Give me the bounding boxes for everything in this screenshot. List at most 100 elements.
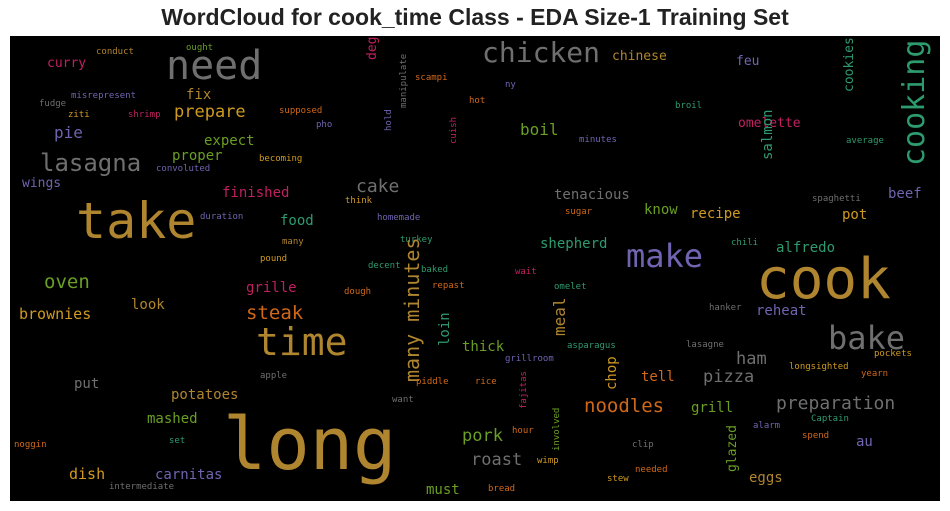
word-wimp: wimp bbox=[537, 456, 559, 466]
word-chicken: chicken bbox=[482, 36, 600, 69]
word-misrepresent: misrepresent bbox=[71, 91, 136, 101]
word-omelet: omelet bbox=[554, 282, 587, 292]
word-conduct: conduct bbox=[96, 47, 134, 57]
word-wait: wait bbox=[515, 267, 537, 277]
word-finished: finished bbox=[222, 185, 289, 201]
word-tenacious: tenacious bbox=[554, 187, 630, 203]
word-pie: pie bbox=[54, 123, 83, 142]
word-pockets: pockets bbox=[874, 349, 912, 359]
word-roast: roast bbox=[471, 450, 522, 470]
word-chili: chili bbox=[731, 238, 758, 248]
word-many-minutes: many minutes bbox=[400, 238, 424, 383]
word-pork: pork bbox=[462, 426, 503, 446]
word-group: long take cook need time make bake cooking chick… bbox=[14, 36, 932, 498]
word-degrees: degrees bbox=[365, 36, 380, 60]
word-tell: tell bbox=[641, 369, 675, 385]
word-steak: steak bbox=[246, 302, 304, 324]
word-many: many bbox=[282, 237, 304, 247]
word-look: look bbox=[131, 297, 165, 313]
word-ny: ny bbox=[505, 80, 516, 90]
word-needed: needed bbox=[635, 465, 668, 475]
word-captain: Captain bbox=[811, 414, 849, 424]
word-au: au bbox=[856, 434, 873, 450]
word-carnitas: carnitas bbox=[155, 467, 222, 483]
word-wings: wings bbox=[22, 176, 61, 191]
word-potatoes: potatoes bbox=[171, 387, 238, 403]
word-cook: cook bbox=[756, 247, 891, 312]
word-fix: fix bbox=[186, 87, 211, 103]
word-involved: involved bbox=[552, 408, 562, 451]
word-chop: chop bbox=[604, 356, 620, 390]
word-fajitas: fajitas bbox=[519, 371, 529, 409]
word-homemade: homemade bbox=[377, 213, 420, 223]
word-supposed: supposed bbox=[279, 106, 322, 116]
word-hold: hold bbox=[384, 109, 394, 131]
word-omelette: omelette bbox=[738, 116, 801, 131]
word-make: make bbox=[626, 237, 703, 275]
word-ought: ought bbox=[186, 43, 213, 53]
word-scampi: scampi bbox=[415, 73, 448, 83]
word-bake: bake bbox=[828, 319, 905, 357]
word-turkey: turkey bbox=[400, 235, 433, 245]
word-manipulate: manipulate bbox=[399, 54, 409, 108]
word-think: think bbox=[345, 196, 373, 206]
word-dough: dough bbox=[344, 287, 371, 297]
word-cake: cake bbox=[356, 176, 399, 197]
word-boil: boil bbox=[520, 120, 559, 139]
word-salmon: salmon bbox=[760, 109, 776, 160]
word-take: take bbox=[76, 192, 196, 250]
word-asparagus: asparagus bbox=[567, 341, 616, 351]
word-feu: feu bbox=[736, 54, 759, 69]
word-noodles: noodles bbox=[584, 395, 664, 417]
word-lasagna: lasagna bbox=[40, 149, 141, 177]
word-stew: stew bbox=[607, 474, 629, 484]
word-mashed: mashed bbox=[147, 411, 198, 427]
word-average: average bbox=[846, 136, 884, 146]
word-cookies: cookies bbox=[842, 37, 857, 92]
word-decent: decent bbox=[368, 261, 401, 271]
word-loin: loin bbox=[437, 312, 453, 346]
word-yearn: yearn bbox=[861, 369, 888, 379]
word-spend: spend bbox=[802, 431, 829, 441]
word-clip: clip bbox=[632, 440, 654, 450]
word-intermediate: intermediate bbox=[109, 482, 174, 492]
word-alfredo: alfredo bbox=[776, 240, 835, 256]
word-rice: rice bbox=[475, 377, 497, 387]
word-spaghetti: spaghetti bbox=[812, 194, 861, 204]
chart-title: WordCloud for cook_time Class - EDA Size… bbox=[161, 4, 789, 30]
word-grillroom: grillroom bbox=[505, 354, 554, 364]
word-pound: pound bbox=[260, 254, 287, 264]
word-becoming: becoming bbox=[259, 154, 302, 164]
word-recipe: recipe bbox=[690, 206, 741, 222]
word-minutes: minutes bbox=[579, 135, 617, 145]
word-brownies: brownies bbox=[19, 305, 91, 323]
word-want: want bbox=[392, 395, 414, 405]
word-pizza: pizza bbox=[703, 367, 754, 387]
word-ziti: ziti bbox=[68, 110, 90, 120]
word-grille: grille bbox=[246, 280, 297, 296]
cloud-background bbox=[10, 36, 940, 501]
word-oven: oven bbox=[44, 271, 90, 293]
word-noggin: noggin bbox=[14, 440, 47, 450]
word-must: must bbox=[426, 482, 460, 498]
word-broil: broil bbox=[675, 101, 702, 111]
word-longsighted: longsighted bbox=[789, 362, 849, 372]
word-glazed: glazed bbox=[725, 425, 740, 472]
word-cloud: long take cook need time make bake cooking chick… bbox=[10, 36, 940, 501]
word-hanker: hanker bbox=[709, 303, 742, 313]
word-pot: pot bbox=[842, 207, 867, 223]
word-food: food bbox=[280, 213, 314, 229]
word-need: need bbox=[166, 43, 262, 89]
word-put: put bbox=[74, 376, 99, 392]
word-chinese: chinese bbox=[612, 49, 667, 64]
word-reheat: reheat bbox=[756, 303, 807, 319]
word-lasagne: lasagne bbox=[686, 340, 724, 350]
word-hot: hot bbox=[469, 96, 485, 106]
word-know: know bbox=[644, 202, 678, 218]
word-apple: apple bbox=[260, 371, 287, 381]
word-expect: expect bbox=[204, 133, 255, 149]
word-proper: proper bbox=[172, 148, 223, 164]
word-long: long bbox=[223, 402, 396, 486]
word-curry: curry bbox=[47, 56, 86, 71]
word-meal: meal bbox=[550, 297, 569, 336]
